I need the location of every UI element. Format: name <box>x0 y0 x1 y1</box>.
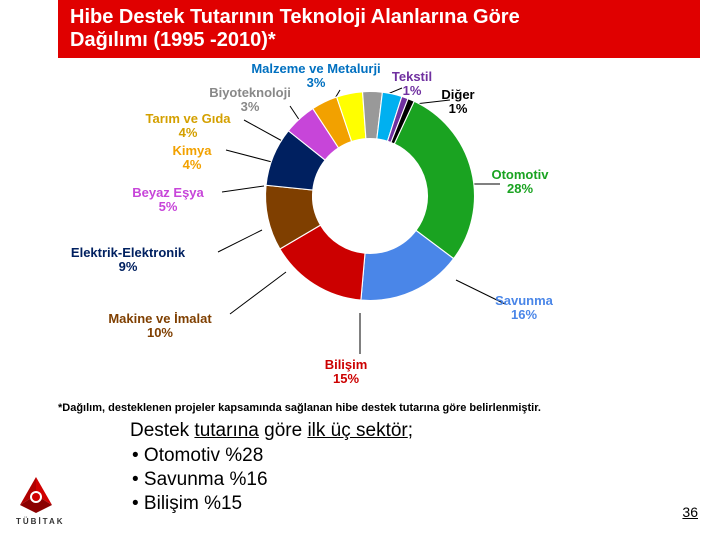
label-kimya: Kimya4% <box>172 144 211 173</box>
slice-otomotiv <box>394 101 474 258</box>
bullet-item: • Otomotiv %28 <box>132 444 700 468</box>
page-number: 36 <box>682 504 698 520</box>
summary-lead: Destek tutarına göre ilk üç sektör; <box>130 420 700 442</box>
page-title: Hibe Destek Tutarının Teknoloji Alanları… <box>70 6 688 52</box>
label-elektrik-elektronik: Elektrik-Elektronik9% <box>71 246 185 275</box>
label-savunma: Savunma16% <box>495 294 553 323</box>
bullet-item: • Bilişim %15 <box>132 492 700 516</box>
bullet-item: • Savunma %16 <box>132 468 700 492</box>
summary-bullets: • Otomotiv %28 • Savunma %16 • Bilişim %… <box>132 444 700 515</box>
label-beyaz-eşya: Beyaz Eşya5% <box>132 186 204 215</box>
label-bilişim: Bilişim15% <box>325 358 368 387</box>
label-makine-ve-i̇malat: Makine ve İmalat10% <box>108 312 211 341</box>
title-bar: Hibe Destek Tutarının Teknoloji Alanları… <box>58 0 700 58</box>
title-line-1: Hibe Destek Tutarının Teknoloji Alanları… <box>70 6 520 28</box>
title-line-2: Dağılımı (1995 -2010)* <box>70 29 276 51</box>
label-malzeme-ve-metalurji: Malzeme ve Metalurji3% <box>251 62 380 91</box>
logo-text: TÜBİTAK <box>16 517 65 526</box>
logo-icon <box>16 475 56 515</box>
org-logo: TÜBİTAK <box>16 475 65 526</box>
chart-area: Otomotiv28% Savunma16% Bilişim15% Makine ve… <box>0 58 720 398</box>
donut-chart <box>260 86 480 306</box>
label-otomotiv: Otomotiv28% <box>491 168 548 197</box>
label-tekstil: Tekstil1% <box>392 70 432 99</box>
label-tarım-ve-gıda: Tarım ve Gıda4% <box>145 112 230 141</box>
slide: Hibe Destek Tutarının Teknoloji Alanları… <box>0 0 720 540</box>
label-diğer: Diğer1% <box>441 88 474 117</box>
summary-block: Destek tutarına göre ilk üç sektör; • Ot… <box>130 420 700 515</box>
footnote: *Dağılım, desteklenen projeler kapsamınd… <box>58 402 700 414</box>
